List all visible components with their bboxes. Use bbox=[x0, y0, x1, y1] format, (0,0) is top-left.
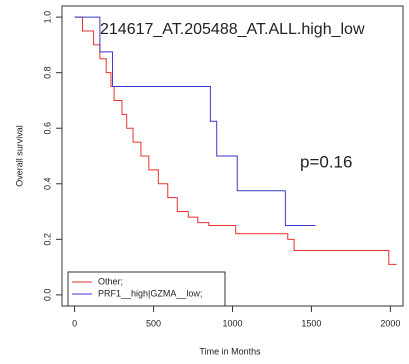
x-tick-label: 1000 bbox=[222, 318, 242, 328]
x-tick-label: 1500 bbox=[301, 318, 321, 328]
y-tick-label: 0.8 bbox=[42, 66, 52, 79]
legend-label: PRF1__high|GZMA__low; bbox=[98, 288, 202, 298]
y-tick-label: 0.0 bbox=[42, 289, 52, 302]
legend-label: Other; bbox=[98, 276, 123, 286]
survival-curve bbox=[74, 16, 397, 265]
y-tick-label: 1.0 bbox=[42, 11, 52, 24]
y-axis-label: Overall survival bbox=[14, 125, 24, 187]
x-axis-label: Time in Months bbox=[199, 346, 261, 356]
x-tick-label: 500 bbox=[146, 318, 161, 328]
y-tick-label: 0.2 bbox=[42, 233, 52, 246]
chart-title: 214617_AT.205488_AT.ALL.high_low bbox=[100, 21, 365, 38]
survival-curve bbox=[74, 16, 316, 226]
y-tick-label: 0.6 bbox=[42, 122, 52, 135]
y-tick-label: 0.4 bbox=[42, 178, 52, 191]
legend-box bbox=[67, 271, 226, 307]
x-tick-label: 2000 bbox=[380, 318, 400, 328]
x-tick-label: 0 bbox=[72, 318, 77, 328]
p-value: p=0.16 bbox=[300, 152, 352, 171]
